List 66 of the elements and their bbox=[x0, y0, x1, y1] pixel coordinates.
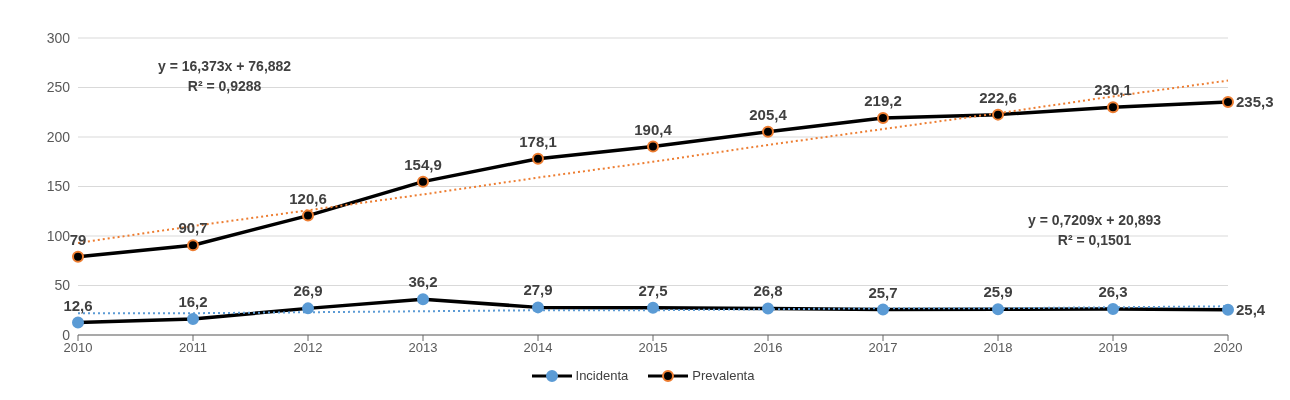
data-label: 178,1 bbox=[519, 132, 557, 150]
point bbox=[762, 125, 774, 138]
data-label: 27,5 bbox=[638, 281, 668, 299]
point bbox=[1222, 96, 1234, 109]
point bbox=[1107, 101, 1119, 114]
data-label: 27,9 bbox=[523, 281, 553, 299]
legend-label: Incidenta bbox=[575, 368, 629, 383]
point bbox=[72, 250, 84, 263]
data-label: 12,6 bbox=[63, 296, 93, 314]
x-tick-label: 2018 bbox=[983, 340, 1013, 356]
point bbox=[302, 302, 314, 315]
y-tick-label: 50 bbox=[54, 277, 71, 294]
x-tick-label: 2013 bbox=[408, 340, 438, 356]
x-tick-label: 2019 bbox=[1098, 340, 1128, 356]
x-tick-label: 2014 bbox=[523, 340, 553, 356]
annotation: y = 0,7209x + 20,893 R² = 0,1501 bbox=[1028, 211, 1162, 250]
data-label: 36,2 bbox=[408, 273, 438, 291]
data-label: 222,6 bbox=[979, 88, 1017, 106]
point bbox=[1222, 303, 1234, 316]
data-label: 26,9 bbox=[293, 282, 323, 300]
y-tick-label: 250 bbox=[46, 79, 71, 96]
point bbox=[302, 209, 314, 222]
point bbox=[647, 301, 659, 314]
data-label: 235,3 bbox=[1236, 93, 1274, 111]
y-tick-label: 0 bbox=[62, 326, 71, 343]
point bbox=[532, 152, 544, 165]
data-label: 205,4 bbox=[749, 105, 788, 123]
x-tick-label: 2020 bbox=[1213, 340, 1243, 356]
x-tick-label: 2010 bbox=[63, 340, 93, 356]
point bbox=[647, 140, 659, 153]
data-label: 26,8 bbox=[753, 282, 783, 300]
data-label: 79 bbox=[69, 230, 87, 248]
data-label: 25,7 bbox=[868, 283, 898, 301]
point bbox=[187, 312, 199, 325]
data-label: 190,4 bbox=[634, 120, 673, 138]
point bbox=[417, 293, 429, 306]
legend-label: Prevalenta bbox=[692, 368, 755, 383]
x-tick-label: 2015 bbox=[638, 340, 668, 356]
x-tick-label: 2016 bbox=[753, 340, 783, 356]
point bbox=[762, 302, 774, 315]
data-label: 16,2 bbox=[178, 292, 208, 310]
data-label: 219,2 bbox=[864, 91, 902, 109]
point bbox=[992, 108, 1004, 121]
data-label: 90,7 bbox=[178, 219, 208, 237]
y-tick-label: 300 bbox=[46, 29, 71, 46]
annotation: y = 16,373x + 76,882 R² = 0,9288 bbox=[158, 57, 292, 96]
y-tick-label: 150 bbox=[46, 178, 71, 195]
point bbox=[72, 316, 84, 329]
data-label: 154,9 bbox=[404, 155, 442, 173]
point bbox=[417, 175, 429, 188]
point bbox=[992, 303, 1004, 316]
x-tick-label: 2017 bbox=[868, 340, 898, 356]
data-label: 230,1 bbox=[1094, 81, 1132, 99]
x-tick-label: 2011 bbox=[179, 340, 207, 356]
point bbox=[877, 303, 889, 316]
data-label: 25,9 bbox=[983, 283, 1013, 301]
x-tick-label: 2012 bbox=[293, 340, 323, 356]
point bbox=[532, 301, 544, 314]
data-label: 25,4 bbox=[1236, 300, 1266, 318]
data-label: 120,6 bbox=[289, 189, 327, 207]
point bbox=[1107, 302, 1119, 315]
point bbox=[187, 239, 199, 252]
y-tick-label: 100 bbox=[46, 227, 71, 244]
point bbox=[877, 111, 889, 124]
y-tick-label: 200 bbox=[46, 128, 71, 145]
data-label: 26,3 bbox=[1098, 282, 1128, 300]
